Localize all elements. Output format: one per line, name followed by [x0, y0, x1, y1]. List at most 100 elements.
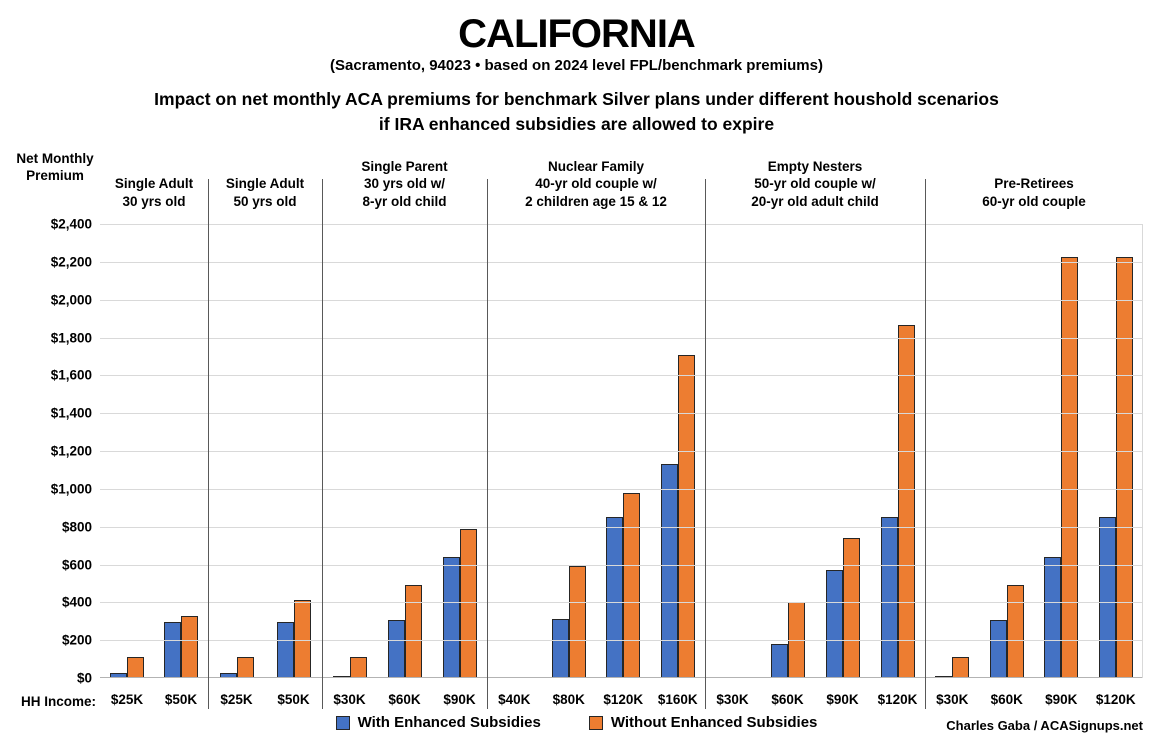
bar-group [815, 224, 870, 677]
bar-with-enhanced-subsidies [989, 620, 1007, 677]
bar-group [154, 224, 208, 677]
bar-without-enhanced-subsidies [568, 565, 586, 677]
bar-group [542, 224, 597, 677]
bar-with-enhanced-subsidies [770, 643, 788, 677]
hh-income-label: $50K [164, 692, 198, 707]
plot-right-edge [1142, 224, 1143, 678]
panel-x-labels: $30K $60K $90K $120K [705, 692, 925, 712]
hh-income-label: $25K [220, 692, 253, 707]
bar-without-enhanced-subsidies [623, 492, 641, 677]
panel-header: Nuclear Family 40-yr old couple w/2 child… [487, 148, 705, 210]
bar-with-enhanced-subsidies [935, 676, 953, 677]
gridline [100, 413, 1143, 415]
y-axis-tick-label: $800 [61, 519, 92, 535]
bar-with-enhanced-subsidies [442, 557, 460, 677]
panel-x-labels: $25K $50K [100, 692, 208, 712]
hh-income-label: $90K [826, 692, 859, 707]
bar-with-enhanced-subsidies [387, 620, 405, 677]
panel-header-line: 50 yrs old [233, 193, 297, 209]
y-axis-tick-label: $1,800 [50, 330, 92, 345]
panel-header-line: 30 yrs old [122, 193, 186, 209]
gridline [100, 337, 1143, 339]
bar-without-enhanced-subsidies [952, 657, 970, 677]
legend-item-without-enhanced-subsidies: Without Enhanced Subsidies [588, 714, 818, 731]
y-axis-title: Net Monthly Premium [16, 151, 94, 183]
panel-header-line: Single Parent [361, 158, 448, 174]
bar-group [377, 224, 432, 677]
gridline [100, 640, 1143, 642]
gridline [100, 488, 1143, 490]
gridline [100, 224, 1143, 225]
y-axis-tick-label: $2,000 [50, 292, 92, 308]
bar-without-enhanced-subsidies [677, 355, 695, 677]
panel-header-line: Pre-Retirees [994, 176, 1074, 191]
hh-income-label: $120K [877, 692, 918, 707]
panel-x-labels: $30K $60K $90K $120K [925, 692, 1143, 712]
y-axis-tick-label: $1,400 [50, 405, 92, 421]
panel-header: Empty Nesters 50-yr old couple w/20-yr ol… [705, 148, 925, 210]
hh-income-label: $60K [771, 692, 804, 707]
chart-subtitle: (Sacramento, 94023 • based on 2024 level… [330, 57, 823, 74]
panel-x-labels: $25K $50K [208, 692, 322, 712]
chart-panel [208, 224, 322, 677]
bar-group [870, 224, 925, 677]
chart-panel [705, 224, 925, 677]
bar-group [925, 224, 980, 677]
panel-x-labels: $40K $80K $120K $160K [487, 692, 705, 712]
gridline [100, 299, 1143, 301]
bar-without-enhanced-subsidies [293, 599, 311, 677]
bar-with-enhanced-subsidies [1044, 557, 1062, 677]
legend-item-with-enhanced-subsidies: With Enhanced Subsidies [335, 714, 541, 731]
bar-without-enhanced-subsidies [181, 615, 198, 677]
bar-group [322, 224, 377, 677]
panel-divider [322, 179, 323, 709]
panel-header-line: 60-yr old couple [982, 193, 1086, 209]
bar-with-enhanced-subsidies [880, 516, 898, 677]
bar-group [265, 224, 322, 677]
panel-x-labels: $30K $60K $90K [322, 692, 487, 712]
bar-without-enhanced-subsidies [404, 584, 422, 677]
panel-header: Single Parent 30 yrs old w/8-yr old child [322, 148, 487, 210]
bar-with-enhanced-subsidies [825, 570, 843, 677]
bar-without-enhanced-subsidies [787, 601, 805, 677]
panel-header: Pre-Retirees 60-yr old couple [925, 148, 1143, 210]
y-axis-tick-label: $1,000 [50, 481, 92, 497]
bar-with-enhanced-subsidies [660, 463, 678, 677]
panel-header-line: Nuclear Family [547, 158, 645, 174]
chart-legend: With Enhanced Subsidies Without Enhanced … [0, 714, 1153, 731]
gridline [100, 451, 1143, 452]
bar-without-enhanced-subsidies [1115, 257, 1133, 677]
panel-header-line: Single Adult [225, 176, 305, 191]
hh-income-label: $90K [443, 692, 476, 707]
panel-header-line: 2 children age 15 & 12 [525, 193, 667, 209]
hh-income-label: $120K [603, 692, 644, 707]
bar-without-enhanced-subsidies [897, 324, 915, 677]
plot-area [100, 224, 1143, 678]
panel-header-line: Empty Nesters [767, 158, 863, 174]
hh-income-label: $25K [110, 692, 144, 707]
bar-without-enhanced-subsidies [1061, 257, 1079, 677]
legend-label: Without Enhanced Subsidies [610, 714, 818, 731]
gridline [100, 375, 1143, 377]
bar-with-enhanced-subsidies [110, 673, 127, 677]
hh-income-label: $60K [990, 692, 1023, 707]
bar-with-enhanced-subsidies [1098, 516, 1116, 677]
bar-group [100, 224, 154, 677]
hh-income-label: $120K [1095, 692, 1136, 707]
bar-without-enhanced-subsidies [349, 657, 367, 677]
bar-group [596, 224, 651, 677]
legend-swatch-with [335, 715, 350, 730]
bar-with-enhanced-subsidies [606, 516, 624, 677]
panel-divider [925, 179, 926, 709]
bar-group [432, 224, 487, 677]
hh-income-label: $80K [552, 692, 585, 707]
bar-with-enhanced-subsidies [276, 622, 294, 677]
panel-header-line: Single Adult [114, 176, 194, 191]
x-axis-labels-row: $25K $50K $25K $50K $30K $60K $90K $40K $80K $120… [100, 692, 1143, 712]
y-axis-tick-label: $600 [61, 557, 92, 572]
panel-header-line: 20-yr old adult child [751, 193, 879, 209]
bar-without-enhanced-subsidies [842, 538, 860, 677]
chart-panel [100, 224, 208, 677]
panel-header-line: 50-yr old couple w/ [754, 176, 876, 191]
bar-with-enhanced-subsidies [219, 673, 237, 677]
